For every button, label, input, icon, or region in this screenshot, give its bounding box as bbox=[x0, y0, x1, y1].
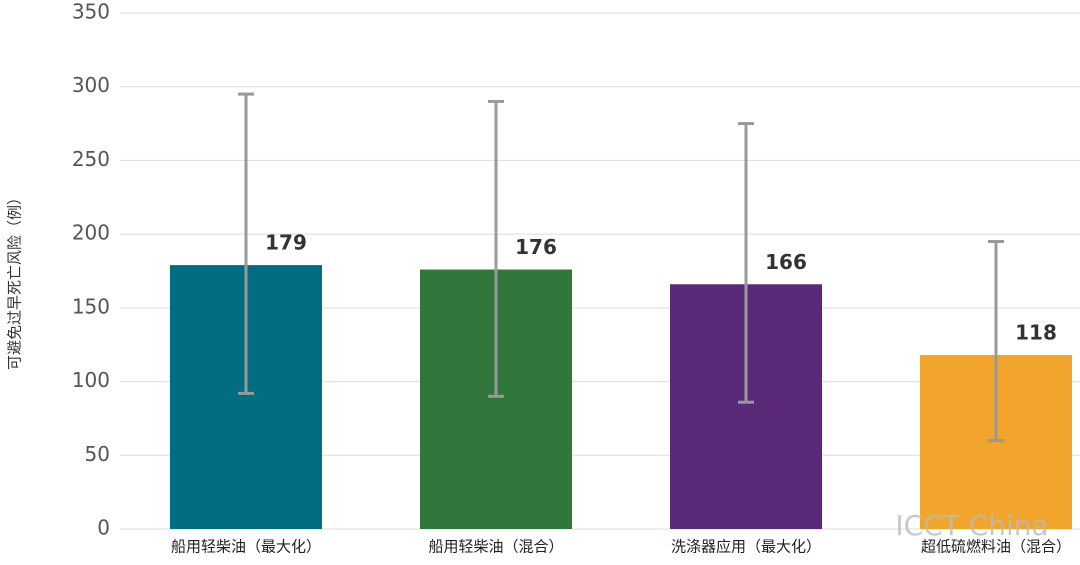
y-axis-label: 可避免过早死亡风险（例） bbox=[6, 190, 24, 370]
x-tick-label: 船用轻柴油（混合） bbox=[428, 538, 563, 556]
value-label: 176 bbox=[515, 235, 557, 259]
y-tick-label: 300 bbox=[72, 73, 110, 97]
x-tick-label: 洗涤器应用（最大化） bbox=[671, 538, 821, 556]
y-tick-label: 0 bbox=[97, 516, 110, 540]
watermark: ICCT China bbox=[895, 509, 1048, 542]
value-label: 166 bbox=[765, 250, 807, 274]
x-tick-label: 超低硫燃料油（混合） bbox=[921, 538, 1071, 556]
y-tick-label: 100 bbox=[72, 368, 110, 392]
value-label: 179 bbox=[265, 231, 307, 255]
y-tick-label: 50 bbox=[85, 442, 110, 466]
y-tick-label: 350 bbox=[72, 0, 110, 24]
y-tick-label: 200 bbox=[72, 221, 110, 245]
y-tick-label: 250 bbox=[72, 147, 110, 171]
x-tick-label: 船用轻柴油（最大化） bbox=[171, 538, 321, 556]
value-label: 118 bbox=[1015, 321, 1057, 345]
y-tick-label: 150 bbox=[72, 294, 110, 318]
